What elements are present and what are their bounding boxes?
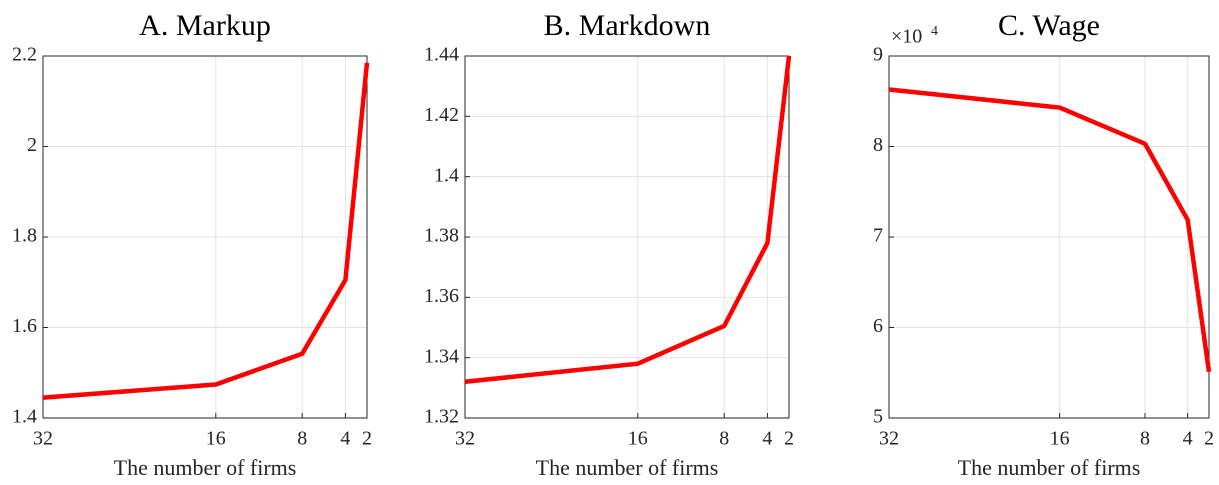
y-tick-label: 1.6: [12, 315, 37, 337]
y-tick-label: 2.2: [12, 44, 37, 66]
x-tick-label: 32: [879, 428, 899, 450]
x-axis-label: The number of firms: [536, 455, 719, 480]
x-tick-label: 8: [297, 428, 307, 450]
data-line: [464, 55, 792, 385]
chart-title: B. Markdown: [544, 9, 711, 42]
y-tick-label: 1.8: [12, 225, 37, 247]
y-multiplier: ×10: [891, 26, 922, 48]
chart-title: C. Wage: [998, 9, 1100, 42]
x-tick-label: 16: [1050, 428, 1070, 450]
y-tick-label: 2: [27, 134, 37, 156]
y-tick-label: 7: [873, 225, 883, 247]
y-tick-label: 1.38: [424, 225, 459, 247]
x-tick-label: 2: [1204, 428, 1214, 450]
x-tick-label: 8: [719, 428, 729, 450]
x-tick-label: 2: [784, 428, 794, 450]
y-tick-label: 1.4: [434, 164, 459, 186]
x-tick-label: 4: [340, 428, 350, 450]
x-axis-label: The number of firms: [958, 455, 1141, 480]
y-tick-label: 1.34: [424, 345, 459, 367]
x-tick-label: 16: [206, 428, 226, 450]
y-tick-label: 1.42: [424, 104, 459, 126]
y-tick-label: 1.32: [424, 406, 459, 428]
y-multiplier-exponent: 4: [931, 24, 938, 39]
y-tick-label: 1.44: [424, 44, 459, 66]
x-tick-label: 32: [455, 428, 475, 450]
x-tick-label: 4: [762, 428, 772, 450]
data-line: [888, 87, 1212, 373]
plot-frame: [888, 55, 1210, 419]
y-tick-label: 8: [873, 134, 883, 156]
y-tick-label: 6: [873, 315, 883, 337]
x-tick-label: 4: [1183, 428, 1193, 450]
x-tick-label: 32: [33, 428, 53, 450]
y-tick-label: 1.4: [12, 406, 37, 428]
plot-frame: [42, 55, 368, 419]
plot-frame: [464, 55, 790, 419]
x-tick-label: 16: [628, 428, 648, 450]
y-tick-label: 9: [873, 44, 883, 66]
y-tick-label: 5: [873, 406, 883, 428]
y-tick-label: 1.36: [424, 285, 459, 307]
x-axis-label: The number of firms: [114, 455, 297, 480]
x-tick-label: 8: [1140, 428, 1150, 450]
x-tick-label: 2: [362, 428, 372, 450]
data-line: [42, 62, 370, 400]
chart-title: A. Markup: [139, 9, 271, 42]
